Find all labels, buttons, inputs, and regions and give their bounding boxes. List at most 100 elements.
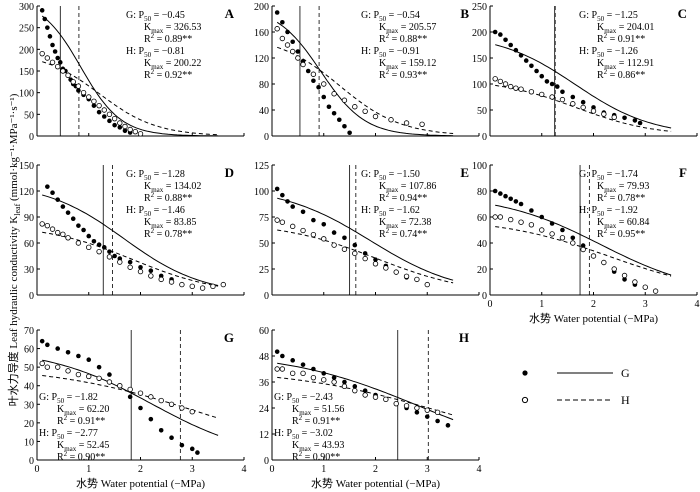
point-H (492, 76, 498, 82)
stat-text: G: P50 = −1.82 (39, 392, 98, 405)
point-H (611, 114, 617, 120)
point-H (549, 231, 555, 237)
point-H (148, 273, 154, 279)
stat-text: R2 = 0.90** (292, 450, 340, 463)
point-G (107, 118, 112, 124)
point-G (290, 358, 296, 363)
point-H (39, 50, 45, 57)
point-H (372, 261, 379, 267)
point-H (310, 71, 317, 77)
y-tick-label: 125 (254, 161, 269, 172)
y-tick-label: 150 (472, 54, 487, 65)
point-H (39, 360, 45, 367)
x-tick-label: 0 (488, 299, 493, 310)
point-G (539, 73, 545, 79)
point-G (91, 238, 97, 244)
point-H (372, 394, 379, 400)
point-G (57, 60, 63, 65)
y-tick-label: 0 (482, 291, 487, 302)
legend-label: G (621, 366, 630, 380)
point-H (55, 364, 61, 370)
point-G (55, 55, 60, 61)
y-axis-label-text: 叶水力导度 Leaf hydraulic conductivity Kleaf … (6, 93, 22, 406)
y-tick-label: 60 (24, 345, 34, 356)
point-H (383, 396, 389, 403)
point-G (342, 379, 347, 385)
point-G (158, 427, 164, 433)
point-G (539, 214, 545, 220)
stat-text: H: P50 = −1.62 (361, 205, 420, 218)
point-H (117, 120, 123, 126)
y-tick-label: 100 (19, 89, 34, 100)
y-tick-label: 25 (259, 265, 269, 276)
stat-text: Kmax = 204.01 (597, 22, 654, 35)
point-H (502, 81, 509, 87)
y-tick-label: 100 (472, 80, 487, 91)
point-G (331, 375, 337, 380)
point-H (352, 104, 358, 110)
point-H (106, 254, 113, 260)
point-H (352, 387, 358, 394)
x-axis-label: 水势 Water potential (−MPa) (529, 312, 658, 325)
point-G (50, 42, 55, 48)
point-G (435, 418, 440, 424)
stat-text: H: P50 = −3.02 (274, 428, 333, 441)
stat-text: G: P50 = −2.43 (274, 392, 333, 405)
point-H (210, 283, 216, 290)
y-tick-label: 0 (264, 456, 269, 467)
stat-text: R2 = 0.86** (597, 68, 645, 81)
point-H (80, 89, 87, 96)
point-G (622, 115, 627, 121)
point-G (560, 227, 565, 233)
point-G (326, 104, 332, 110)
point-H (331, 379, 337, 385)
point-H (158, 397, 164, 404)
point-G (492, 29, 498, 35)
point-H (111, 115, 118, 122)
point-H (60, 68, 66, 74)
point-H (96, 248, 102, 255)
legend-label: H (621, 393, 630, 407)
point-G (347, 130, 352, 136)
point-G (534, 68, 539, 74)
point-H (393, 400, 399, 407)
point-H (75, 240, 82, 246)
stat-text: Kmax = 326.53 (144, 22, 201, 35)
y-tick-label: 80 (477, 187, 487, 198)
point-G (622, 277, 627, 282)
y-tick-label: 20 (477, 265, 487, 276)
fit-curve-H (495, 84, 672, 132)
x-tick-label: 0 (270, 464, 275, 475)
point-H (290, 223, 296, 230)
point-H (179, 405, 185, 411)
point-G (549, 81, 555, 87)
point-G (45, 342, 50, 348)
point-H (300, 61, 306, 68)
point-G (290, 39, 296, 45)
legend-marker-G (522, 370, 528, 376)
fit-curve-G (41, 15, 219, 137)
point-G (81, 227, 86, 233)
fit-curve-G (42, 359, 219, 436)
point-H (300, 227, 306, 234)
point-H (168, 401, 175, 407)
point-G (107, 372, 112, 377)
point-H (341, 246, 348, 252)
stat-text: R2 = 0.74** (379, 227, 427, 240)
point-H (352, 250, 358, 257)
point-H (279, 219, 286, 225)
point-H (580, 246, 586, 253)
point-H (424, 281, 430, 288)
stat-text: Kmax = 205.57 (379, 22, 436, 35)
stat-text: Kmax = 79.93 (597, 181, 649, 194)
point-H (372, 113, 379, 120)
y-tick-label: 150 (19, 67, 34, 78)
y-tick-label: 36 (259, 378, 269, 389)
point-G (554, 84, 560, 89)
stat-text: Kmax = 200.22 (144, 58, 201, 71)
point-H (559, 235, 566, 241)
y-tick-label: 100 (472, 161, 487, 172)
fit-curve-G (42, 194, 219, 286)
point-H (137, 131, 144, 137)
